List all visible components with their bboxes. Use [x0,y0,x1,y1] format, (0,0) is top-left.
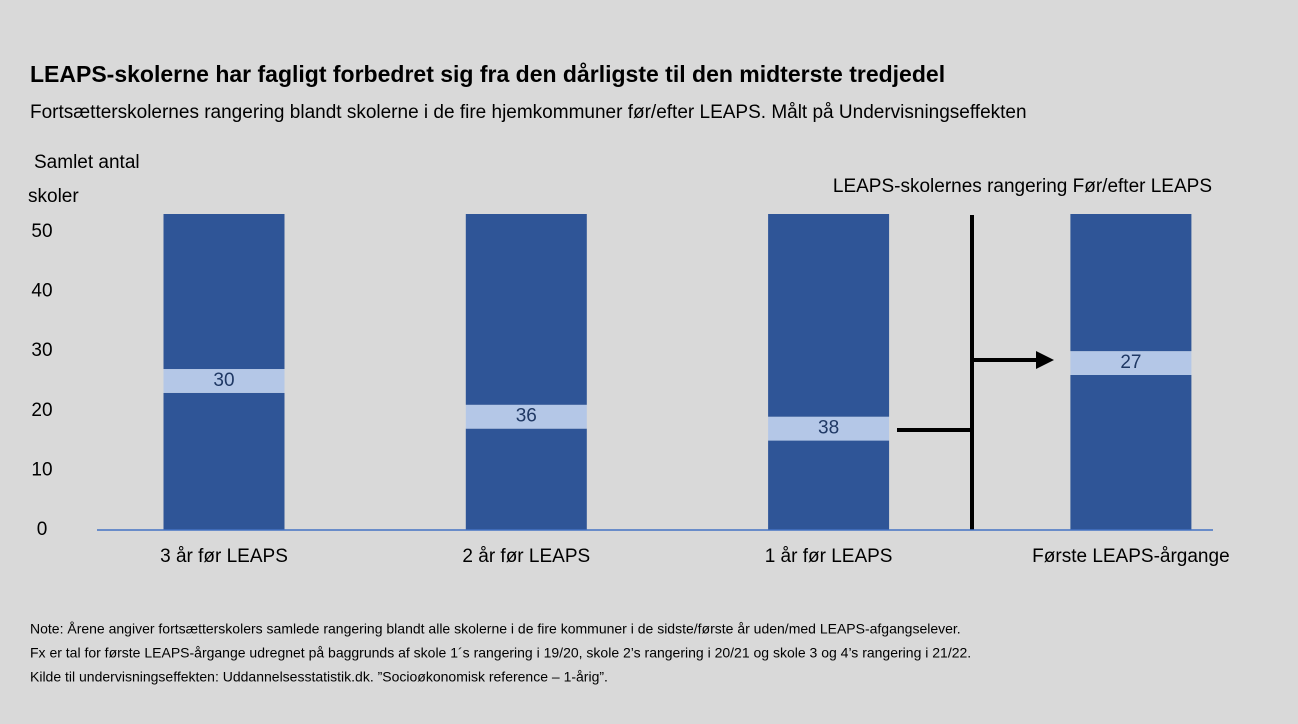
bar-segment [465,428,587,530]
x-tick-label: 2 år før LEAPS [462,546,590,567]
rank-label: 27 [1120,352,1141,373]
bar-segment [163,369,285,393]
bar-segment [1070,351,1192,375]
annotation: LEAPS-skolernes rangering Før/efter LEAP… [833,176,1212,197]
bar-segment [465,214,587,405]
y-tick-label: 10 [31,459,52,480]
chart-title: LEAPS-skolerne har fagligt forbedret sig… [30,61,945,87]
bar-segment [768,416,890,441]
bar-segment [163,392,285,530]
chart-subtitle: Fortsætterskolernes rangering blandt sko… [30,102,1027,123]
y-tick-label: 0 [37,519,48,540]
arrow [897,215,1040,530]
y-axis-label: Samlet antal [34,152,140,173]
note: Fx er tal for første LEAPS-årgange udreg… [30,645,971,661]
bar-segment [163,214,285,370]
bar-segment [768,214,890,417]
y-tick-label: 40 [31,281,52,302]
note: Note: Årene angiver fortsætterskolers sa… [30,621,961,637]
y-tick-label: 30 [31,340,52,361]
y-axis-label: skoler [28,186,79,207]
rank-label: 30 [213,370,234,391]
arrow-head [1036,351,1054,369]
y-tick-label: 50 [31,221,52,242]
bar-segment [1070,214,1192,352]
bar-segment [768,440,890,530]
rank-label: 38 [818,418,839,439]
y-tick-label: 20 [31,400,52,421]
note: Kilde til undervisningseffekten: Uddanne… [30,669,608,685]
x-tick-label: 3 år før LEAPS [160,546,288,567]
rank-label: 36 [516,406,537,427]
bar-segment [465,404,587,429]
x-tick-label: 1 år før LEAPS [765,546,893,567]
bar-segment [1070,374,1192,530]
x-tick-label: Første LEAPS-årgange [1032,546,1229,567]
